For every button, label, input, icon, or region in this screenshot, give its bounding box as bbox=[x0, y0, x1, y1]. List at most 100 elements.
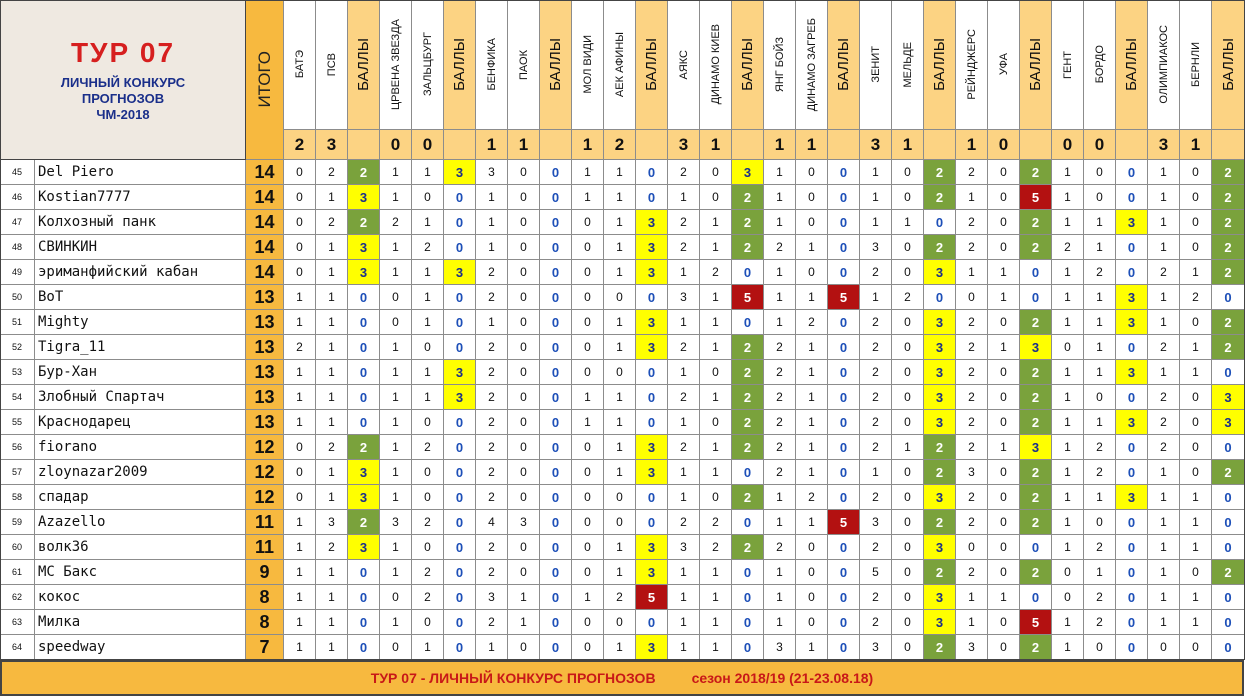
team-name-away: АЕК АФИНЫ bbox=[613, 31, 626, 98]
points-cell: 0 bbox=[444, 560, 476, 585]
points-cell: 2 bbox=[1020, 460, 1052, 485]
points-cell: 0 bbox=[348, 610, 380, 635]
prediction-home: 0 bbox=[284, 235, 316, 260]
points-cell: 0 bbox=[348, 285, 380, 310]
prediction-away: 0 bbox=[412, 460, 444, 485]
participant-total: 13 bbox=[246, 410, 284, 435]
prediction-home: 0 bbox=[572, 360, 604, 385]
prediction-home: 3 bbox=[668, 285, 700, 310]
result-away-goals: 3 bbox=[316, 130, 348, 160]
prediction-home: 2 bbox=[476, 485, 508, 510]
prediction-home: 2 bbox=[1148, 260, 1180, 285]
prediction-home: 1 bbox=[1148, 585, 1180, 610]
points-cell: 2 bbox=[1212, 335, 1245, 360]
prediction-home: 0 bbox=[572, 635, 604, 660]
points-cell: 2 bbox=[1020, 485, 1052, 510]
points-cell: 0 bbox=[828, 210, 860, 235]
prediction-home: 2 bbox=[764, 410, 796, 435]
prediction-away: 0 bbox=[1180, 560, 1212, 585]
prediction-away: 0 bbox=[988, 560, 1020, 585]
team-header-away: ПАОК bbox=[508, 0, 540, 130]
prediction-away: 0 bbox=[988, 235, 1020, 260]
points-cell: 3 bbox=[732, 160, 764, 185]
prediction-home: 1 bbox=[1052, 410, 1084, 435]
prediction-home: 1 bbox=[380, 535, 412, 560]
team-name-away: ПАОК bbox=[517, 49, 530, 80]
prediction-home: 2 bbox=[668, 210, 700, 235]
participant-total: 12 bbox=[246, 460, 284, 485]
team-name-away: ПСВ bbox=[325, 52, 338, 77]
points-cell: 0 bbox=[540, 260, 572, 285]
participant-total: 8 bbox=[246, 585, 284, 610]
prediction-home: 1 bbox=[956, 610, 988, 635]
prediction-away: 0 bbox=[604, 360, 636, 385]
points-cell: 0 bbox=[540, 285, 572, 310]
prediction-home: 2 bbox=[956, 410, 988, 435]
points-cell: 0 bbox=[1116, 610, 1148, 635]
points-cell: 0 bbox=[1116, 185, 1148, 210]
prediction-away: 0 bbox=[988, 310, 1020, 335]
prediction-away: 1 bbox=[412, 635, 444, 660]
row-index: 58 bbox=[0, 485, 35, 510]
participant-name: Mighty bbox=[35, 310, 246, 335]
prediction-away: 1 bbox=[508, 610, 540, 635]
prediction-away: 2 bbox=[700, 260, 732, 285]
points-cell: 5 bbox=[828, 510, 860, 535]
points-cell: 0 bbox=[636, 485, 668, 510]
participant-total: 13 bbox=[246, 310, 284, 335]
team-name-home: МОЛ ВИДИ bbox=[581, 35, 594, 94]
prediction-home: 2 bbox=[956, 560, 988, 585]
points-header-label: БАЛЛЫ bbox=[1123, 38, 1140, 91]
points-header-label: БАЛЛЫ bbox=[1027, 38, 1044, 91]
team-name-home: АЯКС bbox=[677, 49, 690, 80]
prediction-home: 1 bbox=[1148, 460, 1180, 485]
points-cell: 2 bbox=[1212, 460, 1245, 485]
points-cell: 2 bbox=[924, 235, 956, 260]
points-header-result-cell bbox=[1020, 130, 1052, 160]
points-header-result-cell bbox=[1212, 130, 1245, 160]
row-index: 53 bbox=[0, 360, 35, 385]
prediction-home: 1 bbox=[764, 510, 796, 535]
prediction-home: 1 bbox=[764, 160, 796, 185]
prediction-away: 2 bbox=[1084, 460, 1116, 485]
prediction-home: 1 bbox=[284, 385, 316, 410]
team-header-away: ЗАЛЬЦБУРГ bbox=[412, 0, 444, 130]
prediction-away: 1 bbox=[316, 560, 348, 585]
points-cell: 0 bbox=[1116, 460, 1148, 485]
prediction-home: 1 bbox=[764, 210, 796, 235]
prediction-away: 1 bbox=[796, 385, 828, 410]
points-cell: 0 bbox=[636, 285, 668, 310]
points-cell: 0 bbox=[444, 310, 476, 335]
prediction-away: 2 bbox=[604, 585, 636, 610]
participant-name: кокос bbox=[35, 585, 246, 610]
prediction-home: 1 bbox=[572, 410, 604, 435]
prediction-away: 0 bbox=[988, 185, 1020, 210]
prediction-away: 1 bbox=[412, 285, 444, 310]
prediction-home: 3 bbox=[764, 635, 796, 660]
prediction-away: 0 bbox=[508, 535, 540, 560]
title-block: ТУР 07 ЛИЧНЫЙ КОНКУРС ПРОГНОЗОВ ЧМ-2018 bbox=[0, 0, 246, 160]
prediction-home: 1 bbox=[1052, 210, 1084, 235]
prediction-home: 0 bbox=[572, 560, 604, 585]
result-home-goals: 1 bbox=[572, 130, 604, 160]
points-cell: 0 bbox=[636, 410, 668, 435]
points-header: БАЛЛЫ bbox=[636, 0, 668, 130]
prediction-away: 1 bbox=[316, 485, 348, 510]
prediction-home: 2 bbox=[956, 510, 988, 535]
prediction-away: 0 bbox=[412, 610, 444, 635]
points-header-label: БАЛЛЫ bbox=[451, 38, 468, 91]
points-header-result-cell bbox=[444, 130, 476, 160]
prediction-home: 1 bbox=[860, 460, 892, 485]
participant-name: Del Piero bbox=[35, 160, 246, 185]
prediction-away: 1 bbox=[604, 160, 636, 185]
points-cell: 2 bbox=[1020, 560, 1052, 585]
prediction-away: 0 bbox=[1180, 210, 1212, 235]
points-cell: 3 bbox=[1020, 435, 1052, 460]
prediction-away: 1 bbox=[796, 360, 828, 385]
prediction-home: 2 bbox=[1148, 435, 1180, 460]
points-cell: 0 bbox=[540, 610, 572, 635]
points-cell: 2 bbox=[732, 335, 764, 360]
points-cell: 0 bbox=[828, 535, 860, 560]
prediction-away: 0 bbox=[988, 360, 1020, 385]
points-cell: 3 bbox=[636, 535, 668, 560]
